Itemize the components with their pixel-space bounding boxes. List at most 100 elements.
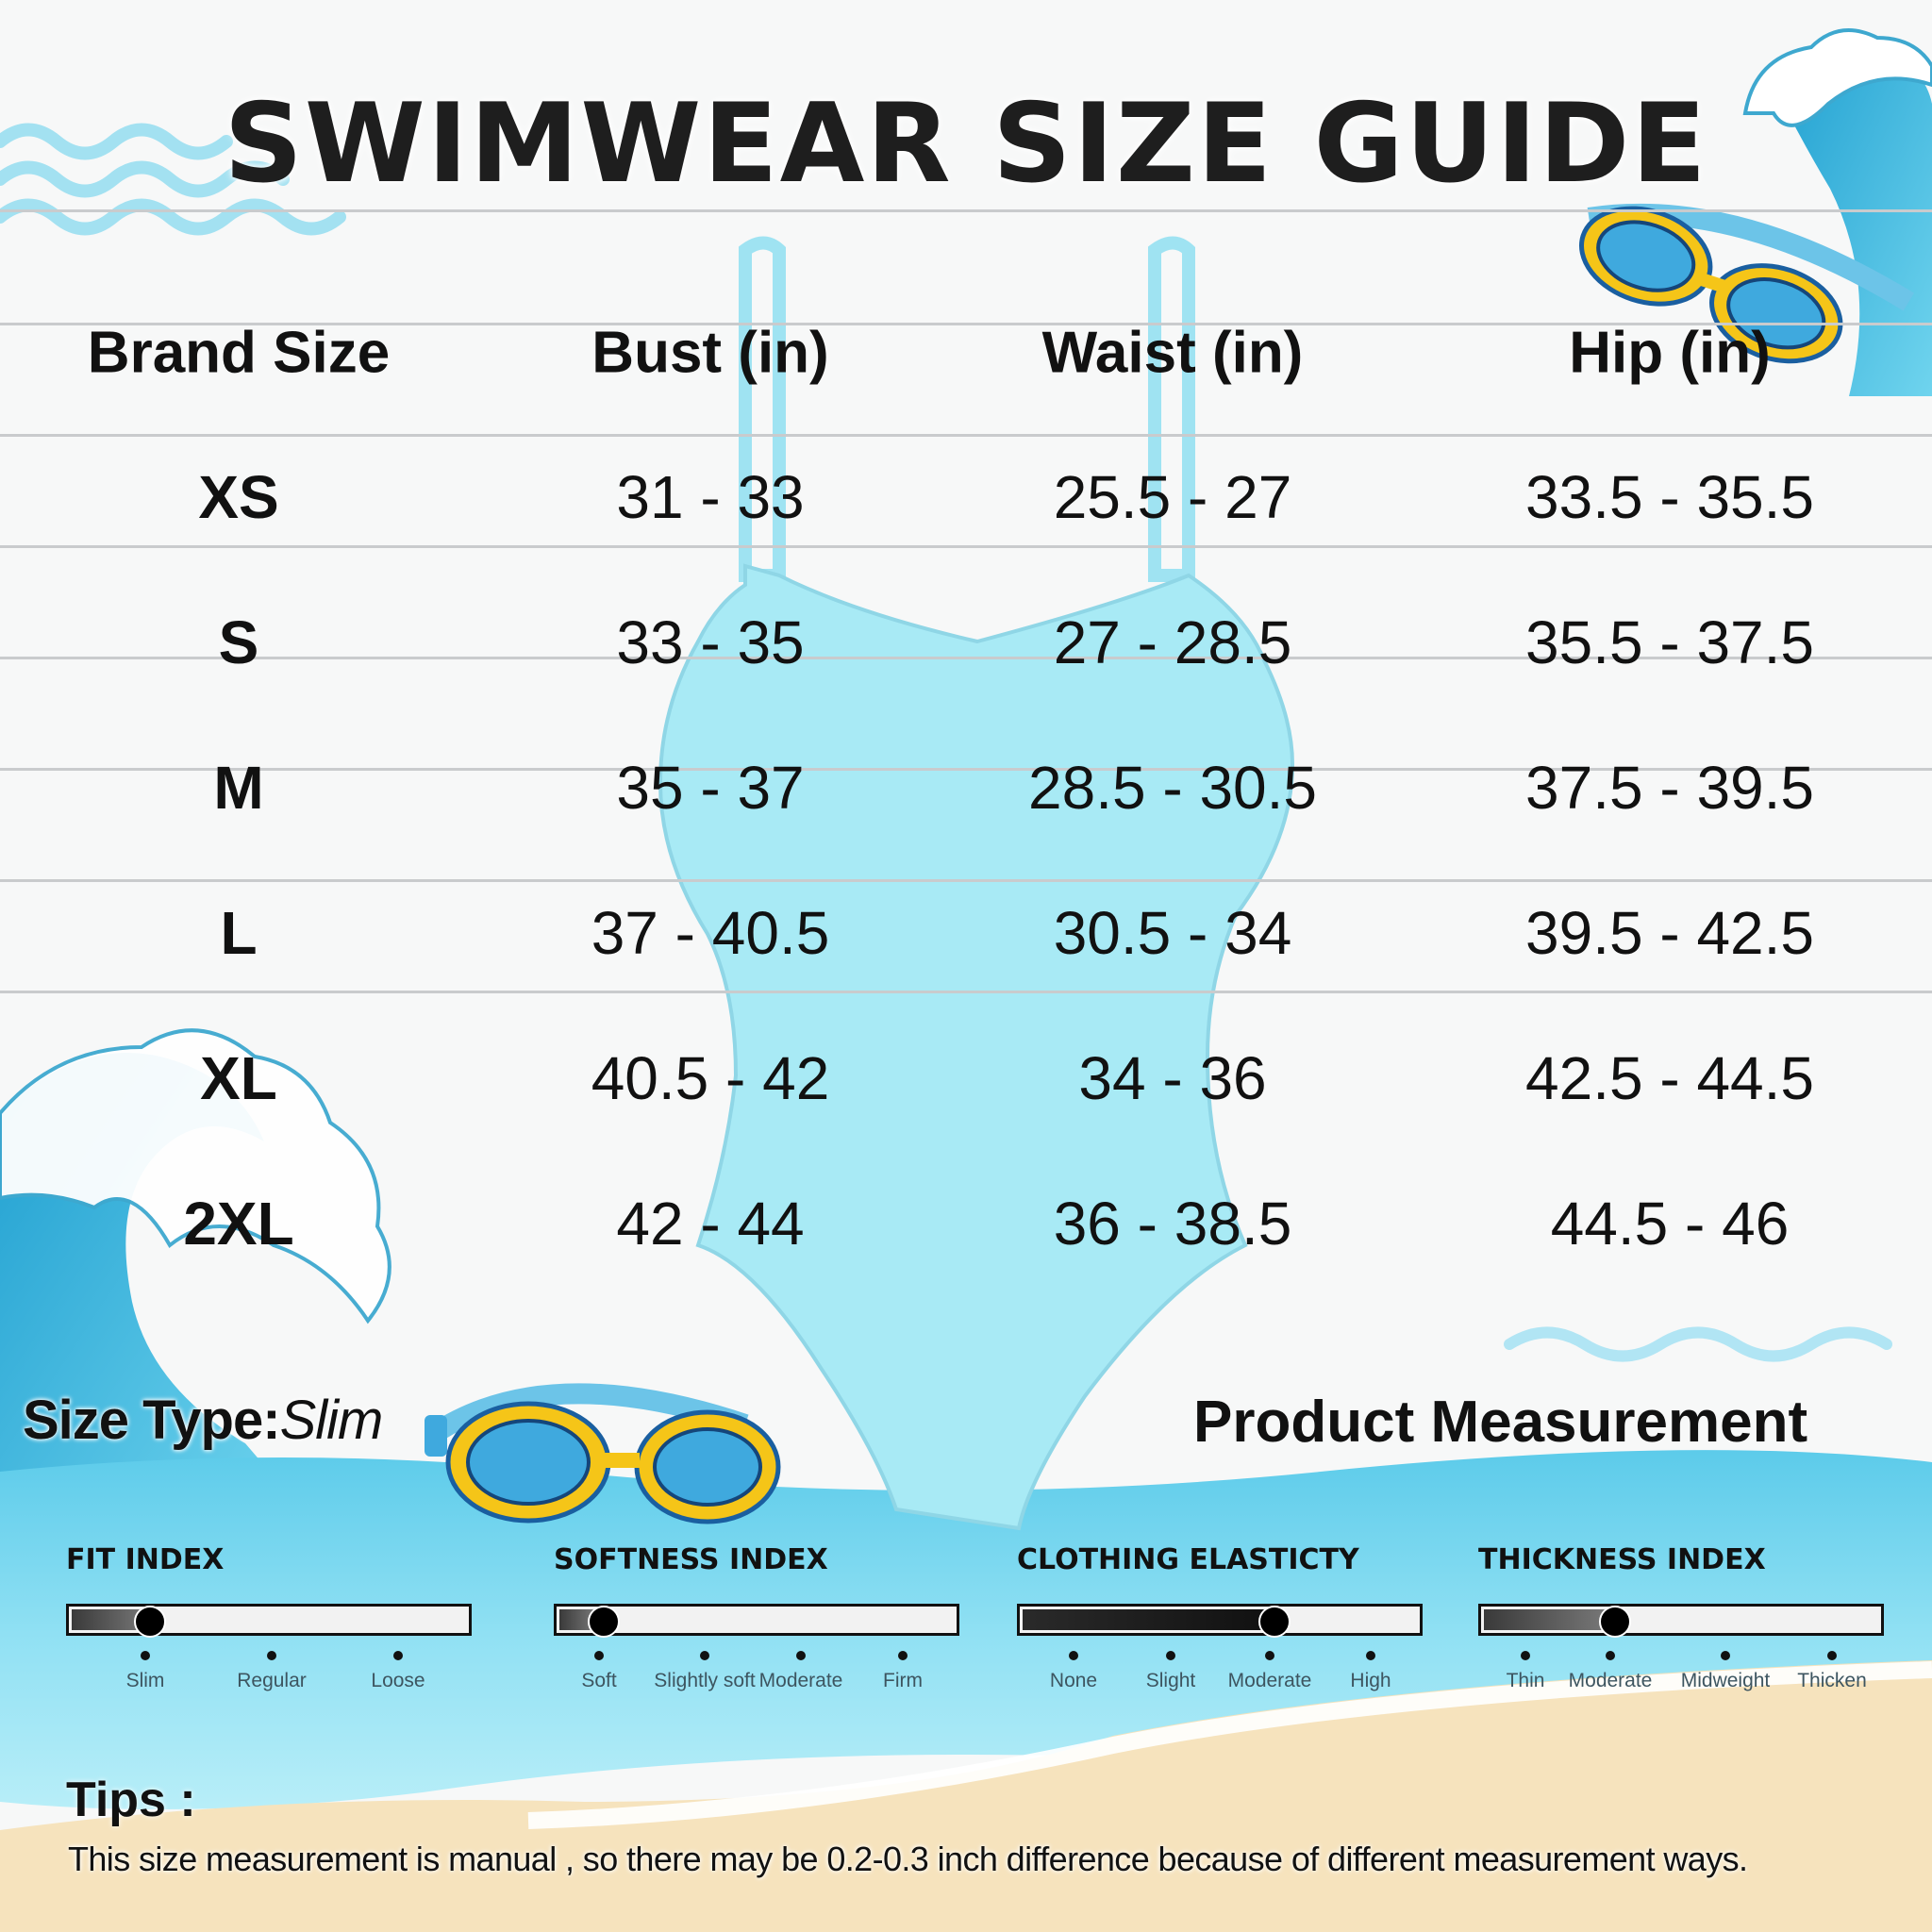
size-type-value: Slim	[279, 1390, 384, 1451]
size-type: Size Type:Slim	[23, 1389, 384, 1452]
tick-label: Thicken	[1797, 1670, 1867, 1691]
tick-dot	[1069, 1651, 1078, 1660]
page-title: SWIMWEAR SIZE GUIDE	[224, 80, 1708, 208]
tick-label: Slight	[1145, 1670, 1196, 1691]
cell-hip: 42.5 - 44.5	[1525, 1044, 1814, 1112]
tick-dot	[1265, 1651, 1274, 1660]
header-brand-size: Brand Size	[87, 320, 391, 386]
tick-dot	[267, 1651, 276, 1660]
index-slider-knob	[1599, 1606, 1631, 1638]
clothing-elasticity-index: CLOTHING ELASTICTY None Slight Moderate …	[1017, 1543, 1432, 1694]
row-divider	[0, 545, 1932, 548]
cell-hip: 35.5 - 37.5	[1525, 608, 1814, 676]
cell-waist: 34 - 36	[1078, 1044, 1267, 1112]
tick-dot	[796, 1651, 806, 1660]
cell-hip: 33.5 - 35.5	[1525, 463, 1814, 531]
swimsuit-silhouette-icon	[658, 236, 1295, 1531]
wave-top-right-icon	[1742, 28, 1932, 396]
softness-index: SOFTNESS INDEX Soft Slightly soft Modera…	[554, 1543, 969, 1694]
header-bust: Bust (in)	[591, 320, 829, 386]
tips-heading: Tips :	[66, 1773, 196, 1827]
header-hip: Hip (in)	[1569, 320, 1771, 386]
tick-label: Soft	[581, 1670, 617, 1691]
index-slider-knob	[588, 1606, 620, 1638]
tick-dot	[594, 1651, 604, 1660]
tick-label: Slim	[125, 1670, 165, 1691]
row-divider	[0, 879, 1932, 882]
index-slider-fill	[1484, 1609, 1607, 1630]
tick-label: Firm	[883, 1670, 923, 1691]
cell-waist: 27 - 28.5	[1053, 608, 1292, 676]
tick-dot	[700, 1651, 709, 1660]
index-slider-track	[1478, 1604, 1884, 1638]
cell-waist: 36 - 38.5	[1053, 1190, 1292, 1257]
header-waist: Waist (in)	[1041, 320, 1304, 386]
index-slider-track	[66, 1604, 472, 1638]
tick-dot	[141, 1651, 150, 1660]
cell-size: 2XL	[183, 1190, 294, 1257]
cell-bust: 31 - 33	[616, 463, 805, 531]
cell-bust: 40.5 - 42	[591, 1044, 830, 1112]
cell-bust: 33 - 35	[616, 608, 805, 676]
goggles-top-icon	[1578, 203, 1915, 364]
cell-size: M	[213, 754, 264, 822]
tick-label: Moderate	[1568, 1670, 1653, 1691]
index-slider-fill	[559, 1609, 595, 1630]
row-divider	[0, 768, 1932, 771]
fit-index: FIT INDEX Slim Regular Loose	[66, 1543, 481, 1694]
index-slider-track	[554, 1604, 959, 1638]
cell-hip: 37.5 - 39.5	[1525, 754, 1814, 822]
tick-label: Thin	[1506, 1670, 1545, 1691]
tick-dot	[898, 1651, 908, 1660]
squiggle-decoration	[0, 123, 346, 236]
cell-bust: 42 - 44	[616, 1190, 805, 1257]
tips-text: This size measurement is manual , so the…	[68, 1840, 1748, 1878]
size-type-label: Size Type:	[23, 1390, 281, 1451]
cell-hip: 39.5 - 42.5	[1525, 899, 1814, 967]
index-slider-track	[1017, 1604, 1423, 1638]
product-measurement-heading: Product Measurement	[1193, 1390, 1808, 1455]
tick-label: Regular	[237, 1670, 307, 1691]
index-slider-knob	[134, 1606, 166, 1638]
tick-label: Loose	[371, 1670, 425, 1691]
index-label: CLOTHING ELASTICTY	[1017, 1543, 1359, 1576]
tick-label: High	[1350, 1670, 1391, 1691]
cell-size: XS	[198, 463, 279, 531]
row-divider	[0, 657, 1932, 659]
goggles-middle-icon	[425, 1383, 781, 1524]
row-divider	[0, 434, 1932, 437]
index-slider-fill	[72, 1609, 147, 1630]
tick-dot	[1606, 1651, 1615, 1660]
tick-dot	[1521, 1651, 1530, 1660]
tick-dot	[393, 1651, 403, 1660]
cell-size: L	[220, 899, 258, 967]
cell-bust: 35 - 37	[616, 754, 805, 822]
wave-left-icon	[0, 1028, 391, 1509]
index-slider-knob	[1258, 1606, 1291, 1638]
cell-size: XL	[200, 1044, 277, 1112]
index-label: SOFTNESS INDEX	[554, 1543, 828, 1576]
tick-dot	[1827, 1651, 1837, 1660]
tick-label: None	[1049, 1670, 1098, 1691]
cell-waist: 28.5 - 30.5	[1028, 754, 1317, 822]
row-divider	[0, 991, 1932, 993]
tick-label: Moderate	[1227, 1670, 1312, 1691]
cell-waist: 25.5 - 27	[1053, 463, 1292, 531]
tick-label: Slightly soft	[654, 1670, 756, 1691]
tick-dot	[1366, 1651, 1375, 1660]
index-slider-fill	[1023, 1609, 1268, 1630]
index-label: FIT INDEX	[66, 1543, 225, 1576]
tick-dot	[1721, 1651, 1730, 1660]
row-divider	[0, 209, 1932, 212]
row-divider	[0, 323, 1932, 325]
thickness-index: THICKNESS INDEX Thin Moderate Midweight …	[1478, 1543, 1893, 1694]
tick-label: Midweight	[1680, 1670, 1771, 1691]
tick-dot	[1166, 1651, 1175, 1660]
cell-waist: 30.5 - 34	[1053, 899, 1292, 967]
tick-label: Moderate	[758, 1670, 843, 1691]
cell-size: S	[218, 608, 259, 676]
cell-hip: 44.5 - 46	[1550, 1190, 1790, 1257]
index-label: THICKNESS INDEX	[1478, 1543, 1766, 1576]
sand-area	[0, 1660, 1932, 1932]
